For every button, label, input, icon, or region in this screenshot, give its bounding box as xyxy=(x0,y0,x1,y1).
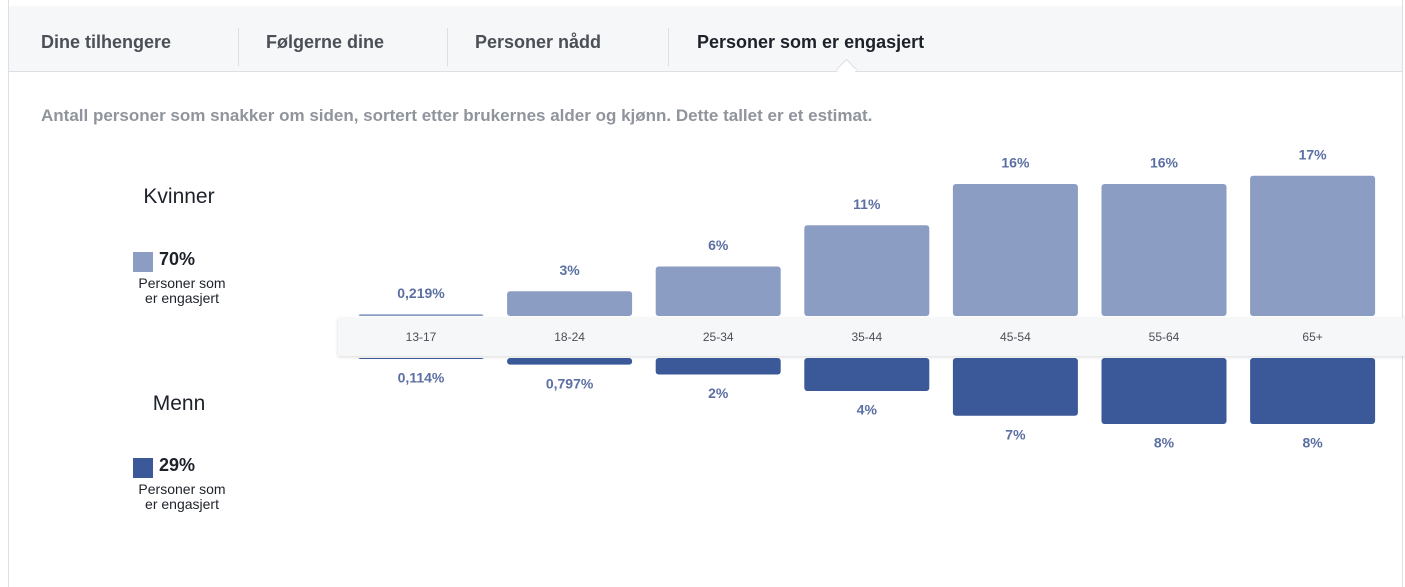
value-label: 16% xyxy=(1150,155,1179,171)
separator xyxy=(668,28,669,66)
value-label: 16% xyxy=(1001,155,1030,171)
tab[interactable]: Dine tilhengere xyxy=(41,32,172,52)
bar xyxy=(1101,184,1227,316)
value-label: 0,219% xyxy=(397,285,445,301)
value-label: 4% xyxy=(857,402,878,418)
x-tick-label: 55-64 xyxy=(1149,330,1180,344)
bar xyxy=(1250,175,1376,316)
bar xyxy=(952,184,1078,316)
x-tick-label: 35-44 xyxy=(851,330,882,344)
legend-label: Kvinner xyxy=(143,185,215,208)
value-label: 3% xyxy=(559,262,580,278)
tab[interactable]: Personer som er engasjert xyxy=(697,32,925,52)
tab[interactable]: Personer nådd xyxy=(475,32,602,52)
legend-total: 29% xyxy=(159,455,196,475)
separator xyxy=(447,28,448,66)
legend-swatch xyxy=(133,458,153,478)
value-label: 2% xyxy=(708,385,729,401)
bar xyxy=(1250,358,1376,424)
value-label: 0,114% xyxy=(398,370,445,386)
tab[interactable]: Følgerne dine xyxy=(266,32,385,52)
x-tick-label: 45-54 xyxy=(1000,330,1031,344)
bar xyxy=(507,358,633,365)
legend-total: 70% xyxy=(159,249,196,269)
bar xyxy=(952,358,1078,416)
value-label: 11% xyxy=(853,196,881,212)
legend-caption: Personer som er engasjert xyxy=(138,275,226,306)
legend-caption: Personer som er engasjert xyxy=(138,481,226,512)
value-label: 6% xyxy=(708,237,729,253)
x-tick-label: 25-34 xyxy=(703,330,734,344)
bar xyxy=(655,358,781,375)
value-label: 7% xyxy=(1005,426,1026,442)
value-label: 0,797% xyxy=(546,375,594,391)
bar xyxy=(655,266,781,316)
description: Antall personer som snakker om siden, so… xyxy=(41,106,873,125)
x-tick-label: 65+ xyxy=(1302,330,1322,344)
x-tick-label: 13-17 xyxy=(406,330,437,344)
bar xyxy=(507,291,633,316)
bar xyxy=(1101,358,1227,424)
legend-swatch xyxy=(133,252,153,272)
panel: Dine tilhengere Følgerne dine Personer n… xyxy=(8,0,1403,587)
value-label: 17% xyxy=(1299,146,1328,162)
value-label: 8% xyxy=(1154,435,1175,451)
bar xyxy=(804,358,930,391)
tab-bar: Dine tilhengere Følgerne dine Personer n… xyxy=(9,0,1402,72)
legend-label: Menn xyxy=(152,392,206,415)
axis-band xyxy=(338,318,1405,356)
bar xyxy=(804,225,930,316)
x-tick-label: 18-24 xyxy=(554,330,585,344)
bar xyxy=(358,314,484,316)
bar xyxy=(358,358,484,359)
value-label: 8% xyxy=(1302,435,1323,451)
separator xyxy=(238,28,239,66)
